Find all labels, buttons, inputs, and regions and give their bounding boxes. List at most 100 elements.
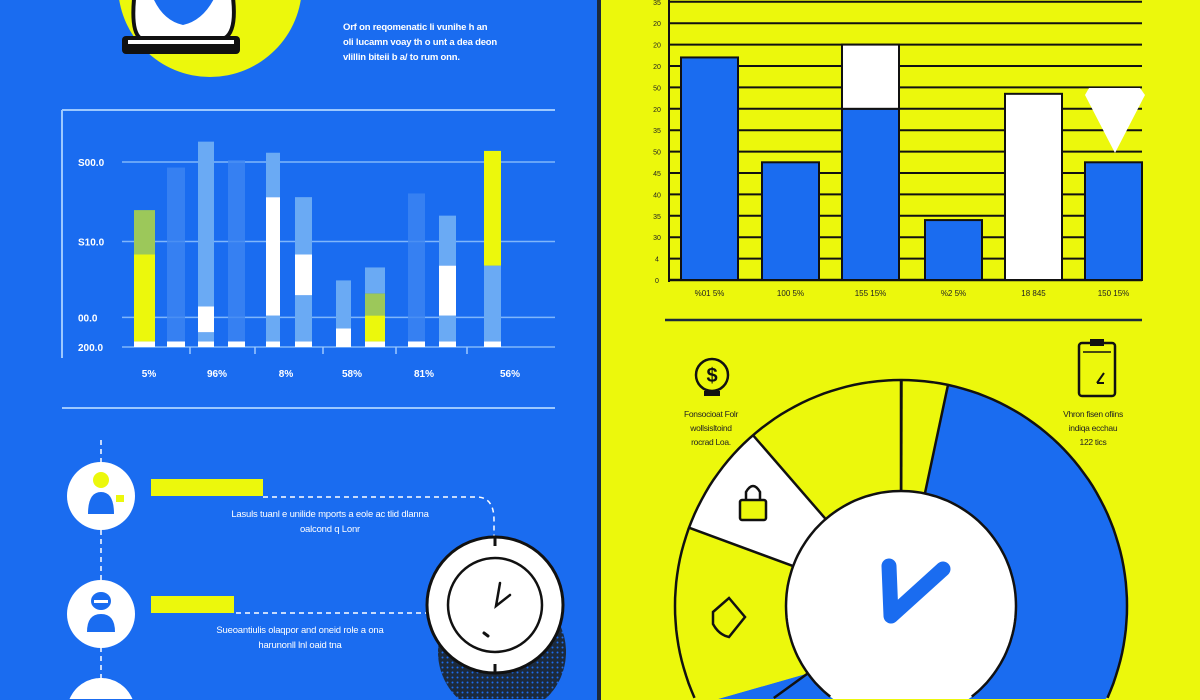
x-tick-label: 58% (342, 369, 362, 380)
right-graphics: 0 4 30 35 40 45 50 35 20 50 20 20 20 35 %01 5% 100 5% 15… (653, 0, 1145, 700)
bar-segment (295, 197, 312, 255)
y-tick-label: 4 (655, 257, 659, 264)
bar-segment (336, 328, 351, 347)
x-tick-label: 150 15% (1098, 289, 1130, 298)
x-tick-label: %2 5% (941, 289, 966, 298)
y-tick-label: S00.0 (78, 158, 105, 169)
bar-segment (680, 56, 739, 281)
intro-line: Orf on reqomenatic li vunihe h an (343, 22, 488, 33)
donut-divider (923, 384, 950, 494)
y-tick-label: 50 (653, 150, 661, 157)
y-tick-label: 35 (653, 214, 661, 221)
bar-segment (167, 341, 185, 347)
pie-label-line: wollsisltoind (690, 423, 732, 433)
timeline-line: Sueoantiulis olaqpor and oneid role a on… (216, 625, 384, 636)
bar-segment (228, 341, 245, 347)
y-tick-label: 20 (653, 64, 661, 71)
bar-segment (295, 254, 312, 296)
y-tick-label: 20 (653, 21, 661, 28)
bar-segment (228, 160, 245, 342)
x-tick-label: 56% (500, 369, 520, 380)
timeline-line: harunonll lnl oaid tna (258, 640, 342, 651)
y-tick-label: 40 (653, 192, 661, 199)
bar-segment (266, 341, 280, 347)
timeline-bar-1 (151, 479, 263, 496)
donut-divider (773, 672, 809, 700)
bar-segment (295, 295, 312, 342)
timeline-item-2-icon (67, 580, 135, 648)
timeline-item-1-text: Lasuls tuanl e unilide mports a eole ac … (170, 507, 490, 537)
pie-label-line: 122 tics (1079, 437, 1107, 447)
x-tick-label: 18 845 (1021, 289, 1046, 298)
bar-segment (484, 150, 501, 266)
clock-icon (425, 535, 566, 699)
x-tick-label: 5% (142, 369, 157, 380)
bar-segment (134, 210, 155, 255)
x-tick-label: 81% (414, 369, 434, 380)
intro-line: vlillin biteii b a/ to rum onn. (343, 52, 460, 63)
x-tick-label: 155 15% (855, 289, 887, 298)
bar-segment (408, 193, 425, 342)
bar-segment (365, 267, 385, 294)
donut-outline (673, 378, 1129, 700)
bar-segment (484, 341, 501, 347)
pie-label-line: indiqa ecchau (1068, 423, 1118, 433)
timeline-bar-2 (151, 596, 234, 613)
left-bar-chart: S00.0 S10.0 00.0 200.0 5% 96% 8% 58% 81% 56% (61, 109, 555, 409)
x-tick-label: %01 5% (695, 289, 725, 298)
bar-segment (365, 341, 385, 347)
x-tick-label: 100 5% (777, 289, 804, 298)
bar-segment (761, 161, 820, 281)
pie-label-line: Vhron fisen ofiins (1063, 409, 1123, 419)
donut-divider (688, 526, 794, 568)
left-graphics: S00.0 S10.0 00.0 200.0 5% 96% 8% 58% 81% 56% (61, 0, 566, 699)
right-panel: 0 4 30 35 40 45 50 35 20 50 20 20 20 35 %01 5% 100 5% 15… (601, 0, 1200, 700)
lock-shackle (744, 484, 762, 502)
bar-segment (841, 107, 900, 281)
bar-segment (841, 43, 900, 110)
pie-label-left: Fonsocioat Folr wollsisltoind rocrad Loa… (656, 407, 766, 449)
pie-label-line: rocrad Loa. (691, 437, 731, 447)
donut-divider (752, 434, 827, 520)
right-bar-chart: 0 4 30 35 40 45 50 35 20 50 20 20 20 35 %01 5% 100 5% 15… (653, 0, 1145, 298)
timeline-line: oalcond q Lonr (299, 524, 361, 535)
panel-divider (597, 0, 601, 700)
timeline-item-1-icon (67, 462, 135, 530)
clipboard-icon (1077, 339, 1117, 398)
bar-segment (1004, 92, 1063, 281)
pie-label-right: Vhron fisen ofiins indiqa ecchau 122 tic… (1038, 407, 1148, 449)
bar-segment (266, 197, 280, 316)
bar-segment (484, 265, 501, 342)
bar-segment (439, 341, 456, 347)
y-tick-label: 20 (653, 43, 661, 50)
donut-slice (753, 380, 902, 520)
x-tick-label: 8% (279, 369, 294, 380)
bar-segment (924, 219, 983, 281)
bar-segment (134, 341, 155, 347)
donut-inner-edge (900, 489, 1018, 698)
hourglass-badge (119, 0, 301, 77)
bar-segment (365, 315, 385, 342)
donut-outer-edge (673, 378, 902, 699)
svg-text:$: $ (706, 365, 717, 387)
y-tick-label: 20 (653, 107, 661, 114)
bar-segment (336, 280, 351, 329)
y-tick-label: 35 (653, 0, 661, 7)
bar-segment (198, 306, 214, 333)
bar-segment (439, 315, 456, 342)
donut-slice (901, 380, 948, 494)
y-tick-label: 0 (655, 278, 659, 285)
bar-segment (266, 152, 280, 198)
y-tick-label: 50 (653, 85, 661, 92)
intro-text: Orf on reqomenatic li vunihe h an oli lu… (343, 20, 497, 65)
donut-inner-edge (784, 489, 902, 698)
bar-segment (408, 341, 425, 347)
intro-line: oli lucamn voay th o unt a dea deon (343, 37, 497, 48)
donut-chart (673, 378, 1129, 700)
bar-segment (439, 265, 456, 316)
bar-segment (198, 332, 214, 342)
timeline-connectors (100, 440, 495, 699)
bar-segment (134, 254, 155, 342)
ticket-icon (711, 596, 747, 639)
y-tick-label: 30 (653, 235, 661, 242)
